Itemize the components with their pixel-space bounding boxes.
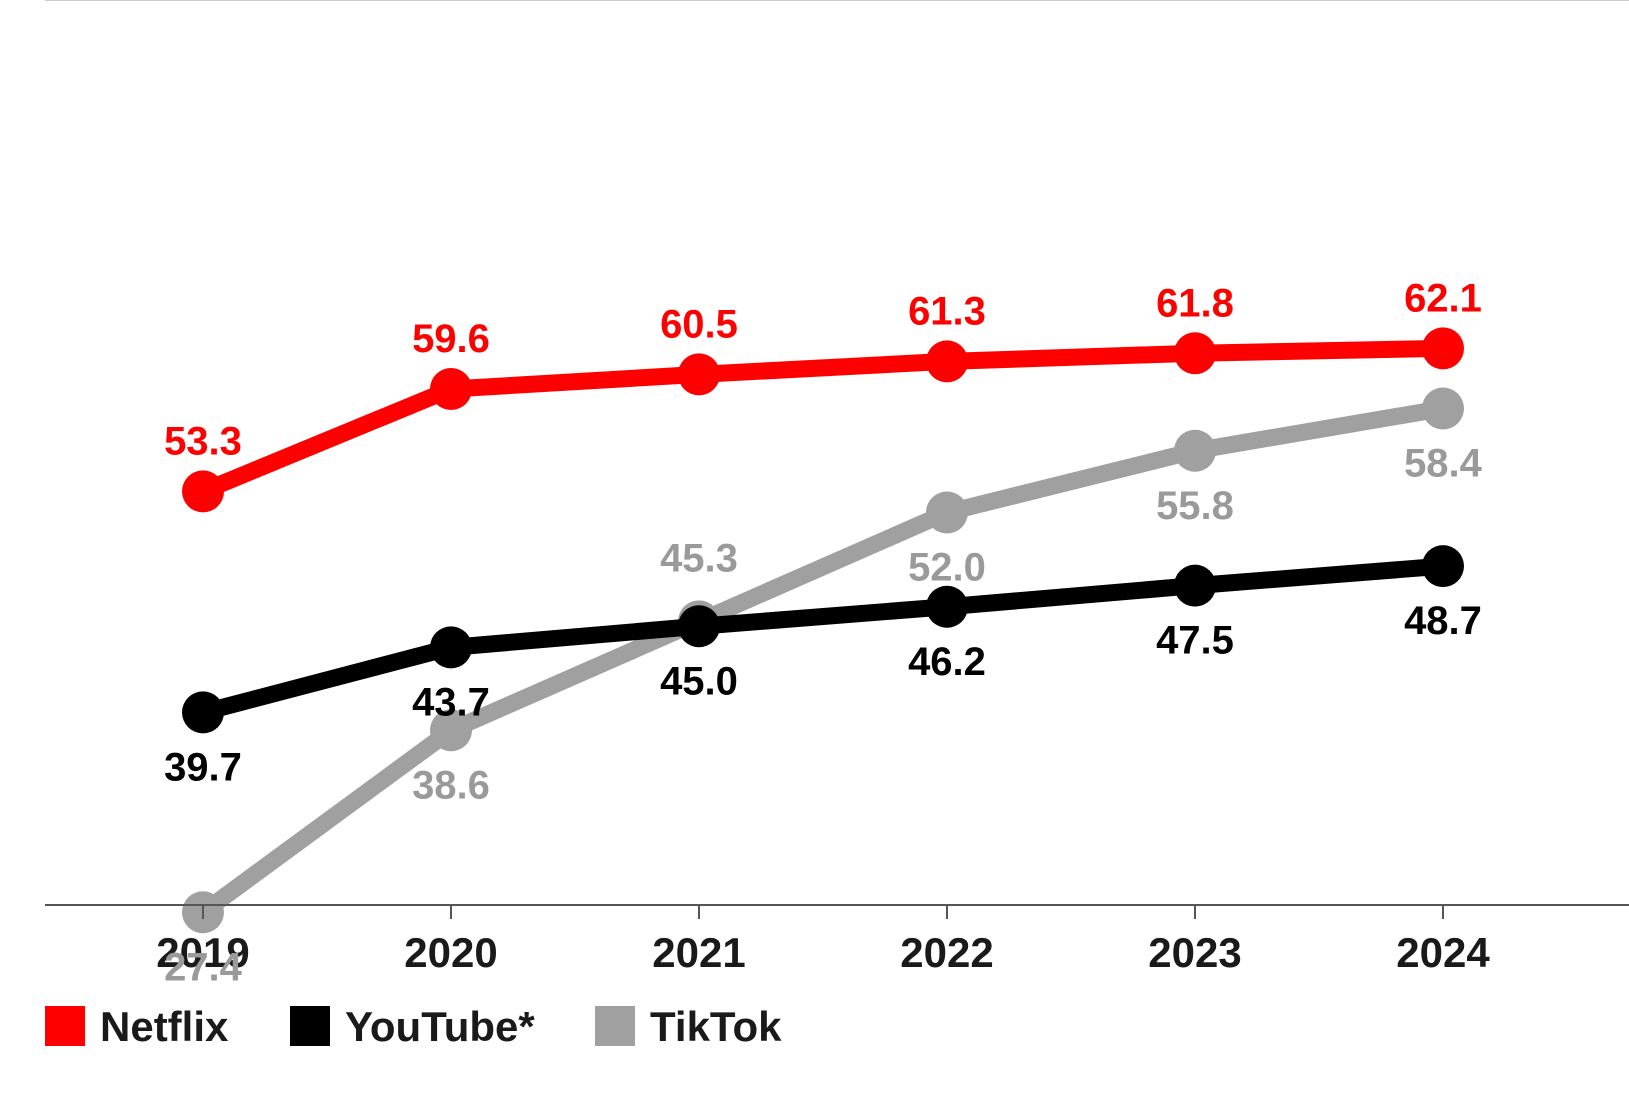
series-netflix xyxy=(182,327,1464,513)
data-point-netflix xyxy=(678,353,720,396)
legend-swatch xyxy=(45,1006,85,1046)
legend-item-tiktok: TikTok xyxy=(595,1003,782,1050)
data-label-tiktok: 55.8 xyxy=(1156,484,1234,528)
data-label-youtube: 47.5 xyxy=(1156,619,1234,663)
legend-label: YouTube* xyxy=(345,1003,535,1050)
series-youtube xyxy=(182,545,1464,734)
legend-item-youtube: YouTube* xyxy=(290,1003,535,1050)
data-point-netflix xyxy=(430,368,472,410)
x-tick-label: 2020 xyxy=(404,929,497,976)
data-point-tiktok xyxy=(430,709,472,752)
legend-label: TikTok xyxy=(650,1003,782,1050)
data-label-youtube: 45.0 xyxy=(660,659,738,703)
data-point-netflix xyxy=(1174,332,1216,375)
data-point-netflix xyxy=(926,340,968,383)
x-tick-label: 2019 xyxy=(156,929,249,976)
data-label-layer: 53.3 59.6 60.5 61.3 61.8 62.1 39.7 43.7 45.0 46.2… xyxy=(164,276,1483,989)
data-point-youtube xyxy=(1174,564,1216,607)
data-label-netflix: 60.5 xyxy=(660,302,738,346)
legend-swatch xyxy=(595,1006,635,1046)
x-axis: 2019 2020 2021 2022 2023 2024 xyxy=(45,904,1629,976)
x-tick-label: 2024 xyxy=(1396,929,1490,976)
data-point-youtube xyxy=(926,585,968,628)
data-point-tiktok xyxy=(1174,429,1216,472)
data-label-netflix: 61.8 xyxy=(1156,281,1234,325)
data-label-youtube: 46.2 xyxy=(908,640,986,684)
x-tick-label: 2021 xyxy=(652,929,745,976)
data-label-netflix: 61.3 xyxy=(908,289,986,333)
legend-label: Netflix xyxy=(100,1003,229,1050)
legend-swatch xyxy=(290,1006,330,1046)
data-point-netflix xyxy=(182,470,224,513)
data-point-youtube xyxy=(1422,545,1464,588)
x-tick-label: 2023 xyxy=(1148,929,1241,976)
data-point-netflix xyxy=(1422,327,1464,370)
data-label-tiktok: 38.6 xyxy=(412,763,490,807)
legend: Netflix YouTube* TikTok xyxy=(45,1003,782,1050)
data-label-tiktok: 52.0 xyxy=(908,546,986,590)
series-line-netflix xyxy=(194,339,1452,500)
data-label-youtube: 39.7 xyxy=(164,745,242,789)
data-point-tiktok xyxy=(926,491,968,534)
data-label-youtube: 43.7 xyxy=(412,680,490,724)
series-layer xyxy=(182,327,1464,934)
legend-item-netflix: Netflix xyxy=(45,1003,229,1050)
data-point-youtube xyxy=(430,626,472,669)
data-point-youtube xyxy=(182,691,224,734)
data-label-netflix: 53.3 xyxy=(164,419,242,463)
data-label-tiktok: 27.4 xyxy=(164,945,243,989)
data-point-tiktok xyxy=(1422,387,1464,430)
series-line-youtube xyxy=(194,557,1452,721)
data-label-netflix: 59.6 xyxy=(412,317,490,361)
series-line-tiktok xyxy=(194,400,1452,921)
data-label-tiktok: 45.3 xyxy=(660,536,738,580)
data-label-netflix: 62.1 xyxy=(1404,276,1482,320)
data-label-tiktok: 58.4 xyxy=(1404,442,1483,486)
data-point-youtube xyxy=(678,605,720,648)
data-label-youtube: 48.7 xyxy=(1404,599,1482,643)
x-tick-label: 2022 xyxy=(900,929,993,976)
